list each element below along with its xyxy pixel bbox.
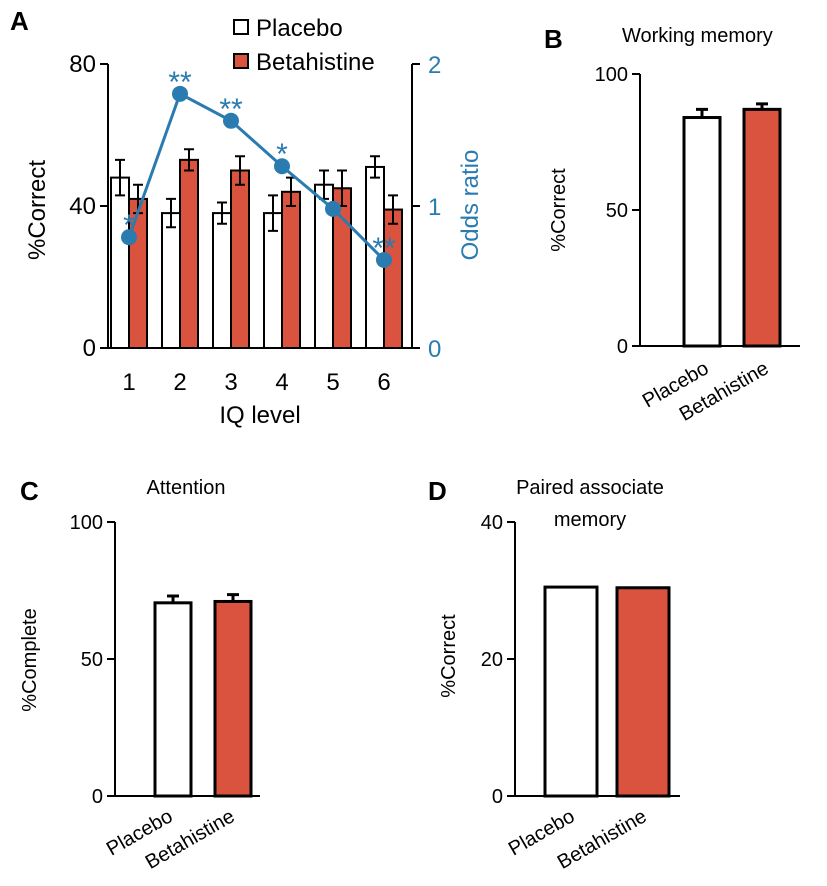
significance-marker: ** <box>219 93 243 126</box>
odds-ratio-point <box>223 112 239 129</box>
error-bar <box>227 593 239 602</box>
panel-c-ytick-label: 100 <box>70 512 103 534</box>
placebo-bar <box>110 176 130 349</box>
panel-d-title-line1: Paired associate <box>516 477 664 499</box>
panel-d-ytick-label: 0 <box>492 786 503 808</box>
panel-c-y-label: %Complete <box>19 608 41 711</box>
significance-marker: * <box>123 209 135 242</box>
error-bar <box>756 102 768 110</box>
betahistine-bar <box>213 599 253 798</box>
panel-b-ytick-label: 50 <box>606 200 628 222</box>
error-bar <box>217 201 227 225</box>
panel-b-title: Working memory <box>622 25 773 47</box>
panel-a-xtick-label: 3 <box>224 369 237 396</box>
error-bar <box>166 197 176 229</box>
betahistine-bar <box>615 586 671 798</box>
betahistine-bar <box>383 208 403 349</box>
odds-ratio-point <box>172 85 188 102</box>
odds-ratio-point <box>274 158 290 175</box>
placebo-bar <box>212 212 232 349</box>
betahistine-bar <box>230 169 250 349</box>
panel-a-xtick-label: 4 <box>275 369 288 396</box>
panel-d-ytick-label: 20 <box>481 649 503 671</box>
betahistine-bar <box>742 107 782 348</box>
panel-a-y2tick-label: 2 <box>428 52 441 79</box>
panel-a-letter: A <box>10 6 29 36</box>
placebo-bar <box>153 601 193 798</box>
panel-a-xtick-label: 6 <box>377 369 390 396</box>
significance-marker: ** <box>168 66 192 99</box>
error-bar <box>696 107 708 118</box>
significance-marker: * <box>276 138 288 171</box>
panel-a-y2tick-label: 1 <box>428 194 441 221</box>
placebo-bar <box>161 212 181 349</box>
odds-ratio-point <box>121 229 137 246</box>
panel-c-ytick-label: 0 <box>92 786 103 808</box>
placebo-bar <box>263 212 283 349</box>
error-bar <box>235 155 245 186</box>
panel-a-xtick-label: 1 <box>122 369 135 396</box>
panel-c-ytick-label: 50 <box>81 649 103 671</box>
panel-c-letter: C <box>20 476 39 506</box>
panel-a-ytick-label: 40 <box>69 193 96 220</box>
error-bar <box>167 594 179 603</box>
betahistine-bar <box>179 158 199 349</box>
panel-a-xtick-label: 2 <box>173 369 186 396</box>
panel-a-y2-label: Odds ratio <box>457 150 484 261</box>
panel-a-ytick-label: 0 <box>83 335 96 362</box>
placebo-bar <box>543 585 599 798</box>
panel-d-letter: D <box>428 476 447 506</box>
error-bar <box>370 155 380 179</box>
legend-placebo-swatch <box>233 19 249 35</box>
panel-b-ytick-label: 100 <box>595 64 628 86</box>
panel-b-letter: B <box>544 24 563 54</box>
placebo-bar <box>682 116 722 348</box>
panel-a-xtick-label: 5 <box>326 369 339 396</box>
panel-c-title: Attention <box>147 477 226 499</box>
panel-d-ytick-label: 40 <box>481 512 503 534</box>
panel-b-y-label: %Correct <box>548 168 570 252</box>
panel-d: D Paired associate memory 0 20 40 %Correct… <box>428 476 680 874</box>
legend-placebo-label: Placebo <box>256 15 343 42</box>
panel-a-y2tick-label: 0 <box>428 336 441 363</box>
error-bar <box>184 148 194 172</box>
error-bar <box>388 194 398 225</box>
legend-betahistine-swatch <box>233 53 249 69</box>
panel-d-title-line2: memory <box>554 509 626 531</box>
panel-d-y-label: %Correct <box>438 614 460 698</box>
odds-ratio-point <box>325 200 341 217</box>
betahistine-bar <box>281 190 301 349</box>
panel-a-legend: Placebo Betahistine <box>233 15 375 76</box>
odds-ratio-point <box>376 251 392 268</box>
error-bar <box>268 194 278 232</box>
panel-a-ytick-label: 80 <box>69 51 96 78</box>
panel-b-ytick-label: 0 <box>617 336 628 358</box>
panel-a-x-label: IQ level <box>219 402 300 429</box>
significance-marker: ** <box>372 232 396 265</box>
odds-ratio-line <box>127 91 386 262</box>
error-bar <box>115 158 125 197</box>
panel-a-y-label: %Correct <box>24 160 51 260</box>
legend-betahistine-label: Betahistine <box>256 49 375 76</box>
